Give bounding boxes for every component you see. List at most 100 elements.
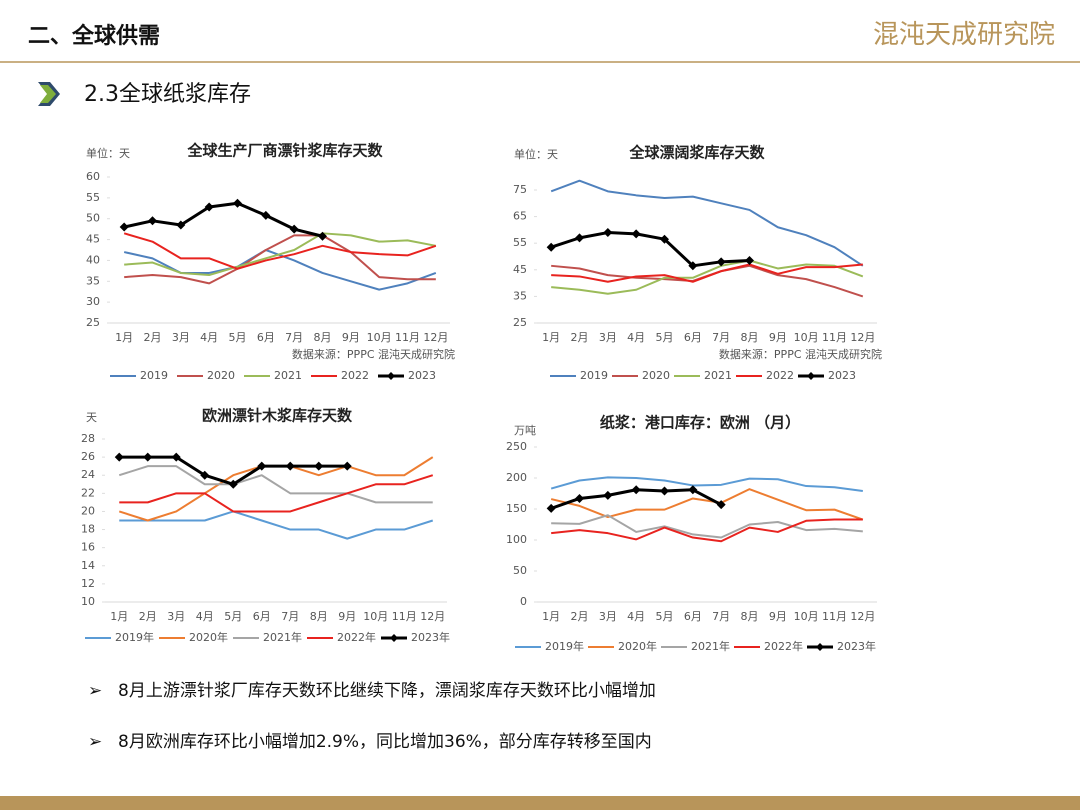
header-title: 二、全球供需: [28, 23, 160, 49]
unit-label: 天: [86, 411, 97, 424]
data-point: [745, 255, 754, 265]
data-point: [631, 485, 641, 495]
data-point: [200, 470, 210, 480]
legend-label: 2020: [207, 369, 235, 382]
legend-label: 2019: [140, 369, 168, 382]
data-point: [688, 485, 698, 495]
legend-label: 2021: [704, 369, 732, 382]
data-point: [660, 234, 669, 244]
source-note: 数据来源：PPPC 混沌天成研究院: [719, 347, 882, 361]
unit-label: 单位：天: [514, 147, 558, 161]
chart-title: 全球漂阔浆库存天数: [628, 144, 765, 162]
x-tick-label: 5月: [656, 610, 674, 623]
x-tick-label: 1月: [542, 331, 560, 344]
series-line: [119, 510, 434, 540]
series-line: [123, 232, 437, 270]
series-line: [551, 514, 863, 539]
x-tick-label: 8月: [310, 610, 328, 623]
series-line: [550, 231, 750, 268]
x-tick-label: 12月: [423, 331, 448, 344]
y-tick-label: 55: [86, 191, 100, 204]
chart-title: 纸浆：港口库存：欧洲 （月）: [600, 414, 800, 432]
series-line: [550, 476, 863, 493]
data-point: [119, 222, 129, 232]
y-tick-label: 35: [86, 274, 100, 287]
y-tick-label: 16: [81, 541, 95, 554]
x-tick-label: 12月: [420, 610, 445, 623]
y-tick-label: 40: [86, 253, 100, 266]
series-line: [550, 488, 864, 521]
x-tick-label: 2月: [571, 331, 589, 344]
y-tick-label: 150: [506, 502, 527, 515]
data-point: [171, 452, 181, 462]
x-tick-label: 11月: [392, 610, 417, 623]
chart-title: 欧洲漂针木浆库存天数: [202, 407, 353, 425]
legend-label: 2022: [766, 369, 794, 382]
y-tick-label: 18: [81, 523, 95, 536]
x-tick-label: 7月: [712, 331, 730, 344]
x-tick-label: 3月: [167, 610, 185, 623]
legend-marker: [387, 372, 395, 380]
legend-label: 2023: [828, 369, 856, 382]
data-point: [114, 452, 124, 462]
data-point: [148, 216, 157, 226]
legend-marker: [807, 372, 815, 380]
legend-label: 2022年: [337, 630, 376, 644]
y-tick-label: 24: [81, 468, 95, 481]
x-tick-label: 9月: [769, 610, 787, 623]
x-tick-label: 4月: [196, 610, 214, 623]
legend-marker: [390, 634, 398, 642]
y-tick-label: 0: [520, 595, 527, 608]
legend-label: 2022: [341, 369, 369, 382]
x-tick-label: 2月: [144, 331, 162, 344]
logo: 混沌天成研究院: [873, 20, 1055, 50]
data-point: [716, 500, 726, 510]
y-tick-label: 50: [513, 564, 527, 577]
bullet-mark: ➢: [88, 681, 102, 701]
x-tick-label: 4月: [200, 331, 218, 344]
data-point: [688, 261, 698, 271]
x-tick-label: 11月: [395, 331, 420, 344]
x-tick-label: 8月: [314, 331, 332, 344]
data-point: [285, 461, 295, 471]
legend-label: 2022年: [764, 639, 803, 653]
bullet-mark: ➢: [88, 732, 102, 752]
series-line: [119, 474, 434, 513]
y-tick-label: 35: [513, 289, 527, 302]
series-line: [118, 465, 433, 504]
y-tick-label: 60: [86, 170, 100, 183]
x-tick-label: 7月: [712, 610, 730, 623]
data-point: [261, 210, 271, 220]
y-tick-label: 26: [81, 450, 95, 463]
legend-label: 2019: [580, 369, 608, 382]
bullet: 8月欧洲库存环比小幅增加2.9%，同比增加36%，部分库存转移至国内: [118, 732, 652, 752]
data-point: [233, 198, 242, 208]
x-tick-label: 10月: [367, 331, 392, 344]
x-tick-label: 11月: [822, 331, 847, 344]
data-point: [314, 461, 324, 471]
legend-label: 2023年: [837, 639, 876, 653]
series-line: [551, 518, 863, 543]
chart-title: 全球生产厂商漂针浆库存天数: [186, 142, 383, 160]
y-tick-label: 250: [506, 440, 527, 453]
data-point: [143, 452, 153, 462]
y-tick-label: 30: [86, 295, 100, 308]
series-line: [551, 263, 863, 283]
data-point: [603, 228, 613, 238]
data-point: [318, 231, 327, 241]
x-tick-label: 4月: [627, 610, 645, 623]
y-tick-label: 100: [506, 533, 527, 546]
chevron-icon-inner: [40, 85, 56, 103]
section-title: 2.3全球纸浆库存: [84, 82, 251, 107]
x-tick-label: 3月: [599, 331, 617, 344]
x-tick-label: 9月: [342, 331, 360, 344]
y-tick-label: 12: [81, 577, 95, 590]
x-tick-label: 4月: [627, 331, 645, 344]
y-tick-label: 25: [513, 316, 527, 329]
legend-label: 2021: [274, 369, 302, 382]
x-tick-label: 1月: [542, 610, 560, 623]
x-tick-label: 10月: [794, 610, 819, 623]
data-point: [716, 257, 726, 267]
x-tick-label: 8月: [741, 610, 759, 623]
x-tick-label: 3月: [172, 331, 190, 344]
